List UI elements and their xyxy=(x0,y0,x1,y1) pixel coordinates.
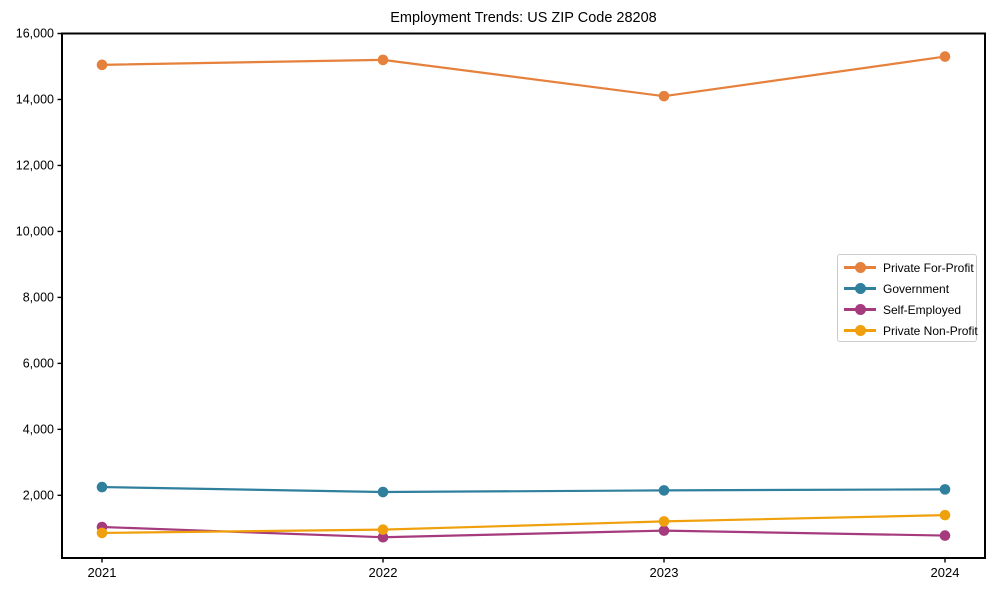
series-line-private-non-profit xyxy=(100,514,947,535)
legend-entry-label: Government xyxy=(883,281,950,296)
data-point-government-2024 xyxy=(939,484,951,495)
data-point-government-2022 xyxy=(377,486,389,498)
data-point-self-employed-2023 xyxy=(658,525,670,536)
y-tick-label: 4,000 xyxy=(23,423,54,437)
legend-entry-self-employed: Self-Employed xyxy=(838,299,976,320)
data-point-government-2021 xyxy=(96,481,108,493)
data-point-private-for-profit-2021 xyxy=(96,59,108,71)
legend-entry-private-for-profit: Private For-Profit xyxy=(838,257,976,278)
data-point-private-non-profit-2022 xyxy=(377,524,389,535)
legend-line-marker-icon xyxy=(844,325,876,337)
data-point-private-for-profit-2023 xyxy=(658,90,670,102)
series-line-private-for-profit xyxy=(100,55,947,98)
legend: Private For-Profit Government Self-Employe… xyxy=(837,254,978,342)
data-point-private-for-profit-2024 xyxy=(939,51,951,62)
legend-line-marker-icon xyxy=(844,283,876,295)
chart-title: Employment Trends: US ZIP Code 28208 xyxy=(390,10,657,26)
data-point-self-employed-2024 xyxy=(939,530,951,541)
series-line-government xyxy=(100,485,947,494)
legend-entry-government: Government xyxy=(838,278,976,299)
legend-line-marker-icon xyxy=(844,304,876,316)
axes-frame xyxy=(61,32,986,559)
legend-entry-private-non-profit: Private Non-Profit xyxy=(838,320,978,341)
y-tick-label: 14,000 xyxy=(16,93,54,107)
y-tick-label: 2,000 xyxy=(23,489,54,503)
data-point-private-for-profit-2022 xyxy=(377,54,389,66)
x-tick-label: 2021 xyxy=(88,565,117,580)
x-tick-label: 2024 xyxy=(931,565,960,580)
data-point-private-non-profit-2024 xyxy=(939,509,951,521)
legend-entry-label: Self-Employed xyxy=(883,302,962,317)
x-tick-label: 2023 xyxy=(650,565,679,580)
x-tick-label: 2022 xyxy=(369,565,398,580)
legend-entry-label: Private For-Profit xyxy=(883,260,974,275)
legend-line-marker-icon xyxy=(844,262,876,274)
y-tick-label: 16,000 xyxy=(16,27,54,41)
data-point-private-non-profit-2021 xyxy=(96,527,108,539)
y-tick-label: 10,000 xyxy=(16,225,54,239)
legend-entry-label: Private Non-Profit xyxy=(883,323,978,338)
data-point-self-employed-2022 xyxy=(377,531,389,543)
y-tick-label: 12,000 xyxy=(16,159,54,173)
data-point-private-non-profit-2023 xyxy=(658,516,670,527)
y-tick-label: 8,000 xyxy=(23,291,54,305)
y-tick-label: 6,000 xyxy=(23,357,54,371)
data-point-government-2023 xyxy=(658,485,670,496)
